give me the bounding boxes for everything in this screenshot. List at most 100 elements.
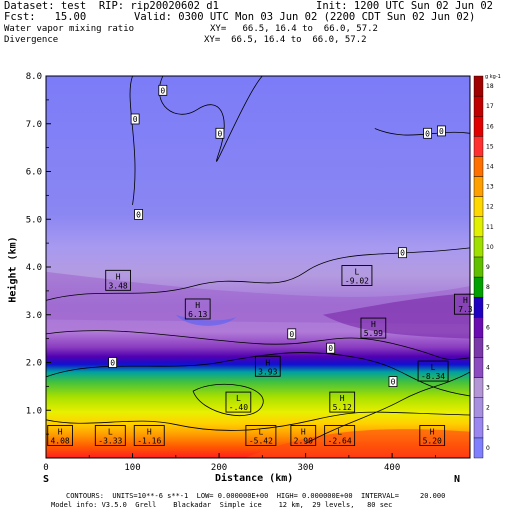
valid-label: Valid: 0300 UTC Mon 03 Jun 02 (2200 CDT … <box>134 11 476 23</box>
contour-label-box <box>158 84 168 96</box>
colorbar-swatch <box>473 296 484 318</box>
colorbar-label: 1 <box>486 425 490 432</box>
y-tick-label: 2.0 <box>26 359 42 369</box>
extremum-value: 6.13 <box>188 310 207 319</box>
x-axis-label: Distance (km) <box>215 473 294 484</box>
contour-label: 0 <box>391 378 396 387</box>
extremum-box <box>329 391 356 413</box>
colorbar-swatch <box>473 276 484 298</box>
colorbar-swatch <box>473 357 484 378</box>
warm-surface-patch <box>245 429 470 458</box>
extremum-type: H <box>463 296 468 305</box>
extremum-box <box>360 317 387 339</box>
colorbar-swatch <box>473 417 484 439</box>
contours-info: CONTOURS: UNITS=10**-6 s**-1 LOW= 0.0000… <box>66 492 446 500</box>
extremum-box <box>245 425 277 446</box>
contour-label: 0 <box>133 115 138 124</box>
extremum-box <box>105 269 131 291</box>
contour-line <box>45 247 471 301</box>
extremum-box <box>225 391 252 413</box>
contour-label-box <box>134 209 143 220</box>
extremum-value: 5.20 <box>423 437 442 446</box>
extremum-box <box>133 425 165 446</box>
field1-xy-label: XY= 66.5, 16.4 to 66.0, 57.2 <box>210 24 378 34</box>
extremum-value: 5.12 <box>333 403 352 412</box>
y-tick-label: 7.0 <box>26 120 42 130</box>
extremum-value: 7.3 <box>458 305 473 314</box>
contour-label-box <box>423 127 433 139</box>
extremum-box <box>417 360 449 382</box>
colorbar-label: 4 <box>486 365 490 372</box>
colorbar-label: 2 <box>486 405 490 412</box>
colorbar-swatch <box>473 156 484 177</box>
contour-line <box>192 383 264 416</box>
moisture-field <box>46 76 470 458</box>
colorbar-label: 17 <box>486 103 494 110</box>
extremum-box <box>290 425 317 446</box>
colorbar-swatch <box>473 116 484 137</box>
extremum-box <box>419 425 446 446</box>
extremum-type: H <box>265 358 270 367</box>
y-tick-label: 1.0 <box>26 406 42 416</box>
extremum-box <box>254 355 281 377</box>
extremum-value: -3.33 <box>98 437 122 446</box>
extremum-value: -9.02 <box>345 277 369 286</box>
contour-label: 0 <box>289 330 294 339</box>
extremum-type: L <box>431 363 436 372</box>
contour-label: 0 <box>110 359 115 368</box>
colorbar-swatch <box>473 397 484 418</box>
colorbar-label: 5 <box>486 344 490 351</box>
field2-xy-label: XY= 66.5, 16.4 to 66.0, 57.2 <box>204 35 367 45</box>
extremum-value: -2.64 <box>328 437 352 446</box>
colorbar-label: 6 <box>486 324 490 331</box>
extremum-box <box>324 425 356 446</box>
colorbar-label: 9 <box>486 264 490 271</box>
colorbar-label: 18 <box>486 83 494 90</box>
colorbar-label: 3 <box>486 385 490 392</box>
colorbar-swatch <box>473 176 484 197</box>
colorbar-label: 12 <box>486 204 494 211</box>
extremum-box <box>94 425 126 446</box>
colorbar-swatch <box>473 437 484 459</box>
y-tick-label: 8.0 <box>26 72 42 82</box>
extremum-type: L <box>108 428 113 437</box>
colorbar-swatch <box>473 377 484 398</box>
extremum-type: L <box>258 428 263 437</box>
extremum-type: L <box>337 428 342 437</box>
contour-label-box <box>398 247 407 259</box>
extremum-value: 2.90 <box>294 437 313 446</box>
extremum-box <box>341 265 373 286</box>
extremum-value: -5.42 <box>249 437 273 446</box>
extremum-box <box>184 298 211 320</box>
extremum-value: 3.93 <box>258 367 277 376</box>
extremum-type: H <box>147 428 152 437</box>
extremum-type: H <box>195 301 200 310</box>
colorbar-label: 10 <box>486 244 494 251</box>
extremum-type: H <box>371 320 376 329</box>
extremum-type: H <box>58 428 63 437</box>
dry-pocket-patch <box>175 314 237 326</box>
contour-label: 0 <box>136 210 141 219</box>
contour-label-box <box>388 376 398 388</box>
colorbar-swatch <box>473 256 484 278</box>
colorbar-swatch <box>473 136 484 157</box>
colorbar-unit: g kg-1 <box>485 74 501 80</box>
contour-line <box>158 75 263 162</box>
contour-label: 0 <box>400 249 405 258</box>
colorbar-label: 0 <box>486 445 490 452</box>
y-tick-label: 6.0 <box>26 168 42 178</box>
extremum-value: 3.48 <box>108 281 127 290</box>
colorbar-label: 14 <box>486 163 494 170</box>
extremum-type: H <box>301 428 306 437</box>
extremum-value: -.40 <box>229 403 248 412</box>
contour-label-box <box>215 127 225 139</box>
contour-label: 0 <box>328 344 333 353</box>
colorbar-swatch <box>473 95 484 117</box>
contour-label: 0 <box>439 127 444 136</box>
forecast-label: Fcst: 15.00 <box>4 11 87 23</box>
field1-label: Water vapor mixing ratio <box>4 24 135 34</box>
colorbar-label: 8 <box>486 284 490 291</box>
extremum-type: L <box>236 394 241 403</box>
extremum-value: 4.08 <box>50 437 69 446</box>
